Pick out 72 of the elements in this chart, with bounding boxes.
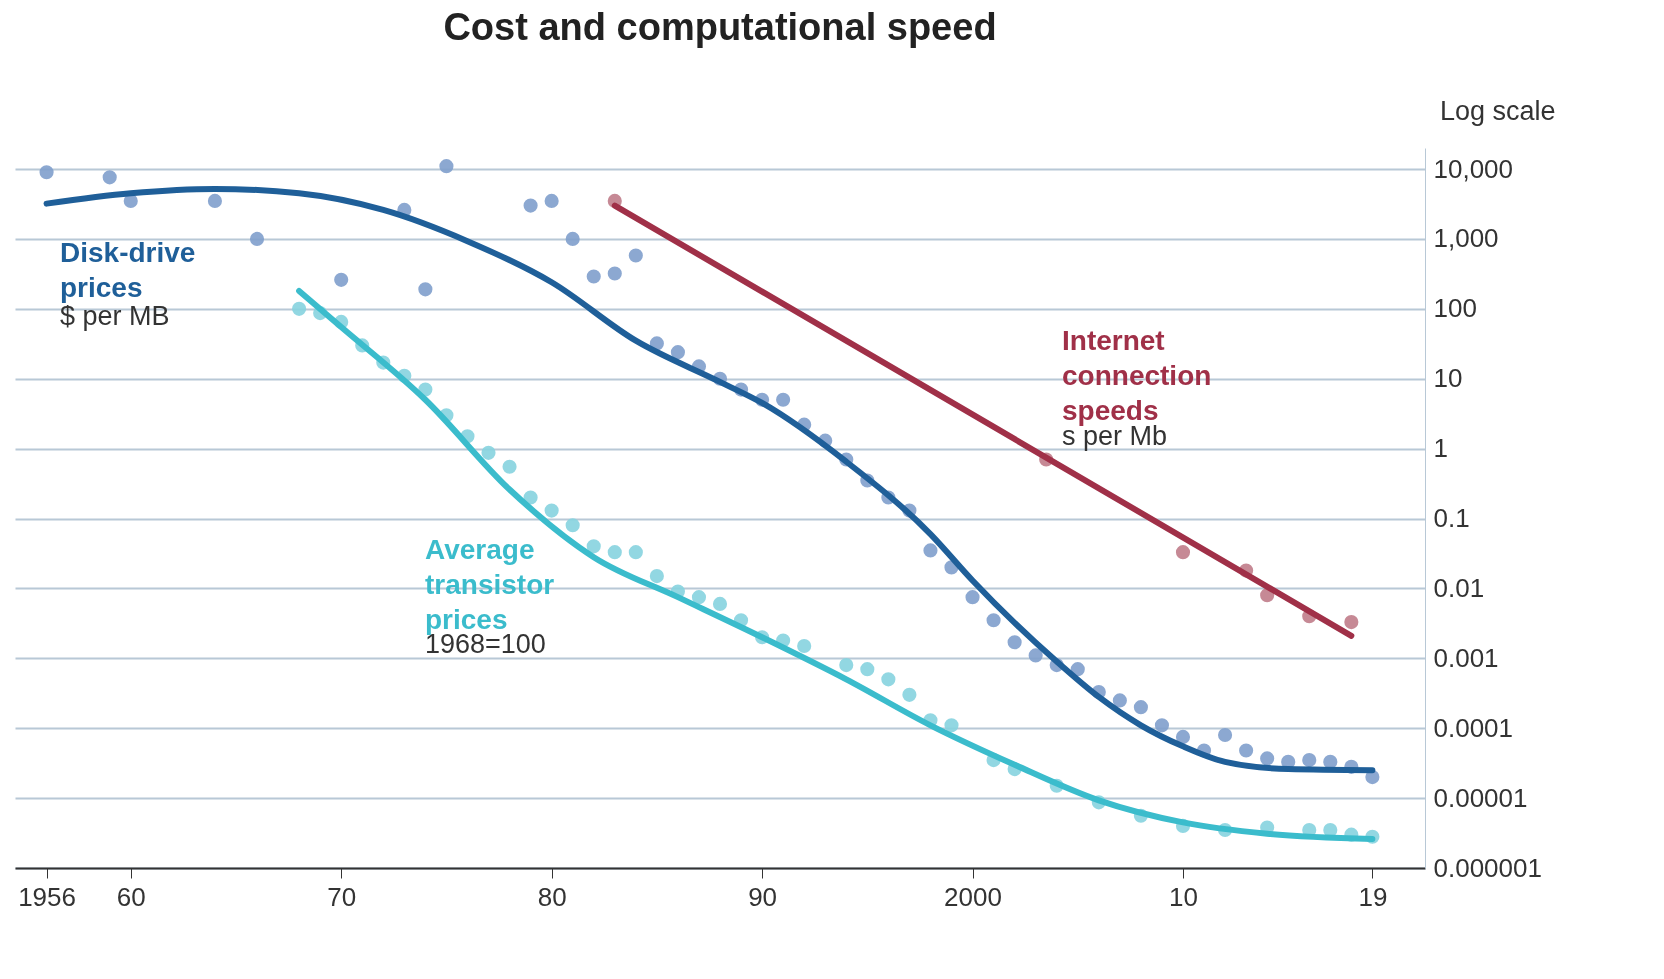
y-tick-label: 0.1: [1433, 503, 1470, 534]
y-tick-label: 10,000: [1433, 153, 1514, 184]
point: [523, 198, 538, 213]
point: [670, 345, 685, 360]
point: [1112, 693, 1127, 708]
point: [607, 545, 622, 560]
point: [944, 718, 959, 733]
point: [544, 193, 559, 208]
point: [902, 687, 917, 702]
point: [1239, 743, 1254, 758]
point: [691, 590, 707, 605]
point: [565, 231, 580, 246]
x-tick-label: 70: [327, 881, 357, 912]
x-tick-label: 60: [116, 881, 146, 912]
point: [586, 539, 601, 554]
point: [102, 170, 117, 185]
point: [1007, 635, 1022, 650]
y-tick-label: 0.0001: [1433, 712, 1514, 743]
point: [965, 590, 980, 605]
chart-title: Cost and computational speed: [443, 6, 997, 48]
point: [586, 269, 601, 284]
y-tick-label: 0.00001: [1433, 782, 1528, 813]
x-tick-label: 2000: [944, 881, 1002, 912]
y-tick-label: 1,000: [1433, 223, 1499, 254]
point: [986, 613, 1001, 628]
point: [1344, 615, 1359, 630]
point: [418, 282, 433, 297]
point: [607, 266, 622, 281]
point: [439, 159, 454, 174]
point: [1154, 718, 1170, 733]
point: [292, 301, 307, 316]
y-tick-label: 0.001: [1433, 642, 1499, 673]
point: [1070, 662, 1085, 677]
point: [923, 543, 938, 558]
point: [1175, 545, 1191, 560]
series-label: Disk-drive prices: [60, 237, 196, 303]
point: [1133, 700, 1148, 715]
x-tick-label: 19: [1358, 881, 1388, 912]
point: [860, 662, 875, 677]
point: [839, 658, 854, 673]
point: [712, 596, 728, 611]
point: [39, 165, 54, 180]
point: [628, 545, 643, 560]
point: [1302, 753, 1317, 768]
point: [649, 569, 664, 584]
point: [881, 672, 896, 687]
x-tick-label: 90: [748, 881, 778, 912]
point: [544, 503, 559, 518]
text: Log scale: [1440, 96, 1556, 126]
point: [776, 392, 791, 407]
point: [502, 459, 517, 474]
y-tick-label: 0.000001: [1433, 852, 1542, 883]
series-label: Average transistor prices: [425, 534, 555, 635]
x-tick-label: 1956: [18, 881, 76, 912]
point: [628, 248, 643, 263]
point: [481, 445, 496, 460]
x-tick-label: 10: [1169, 881, 1198, 912]
point: [797, 638, 812, 654]
y-tick-label: 100: [1433, 293, 1477, 324]
y-tick-label: 0.01: [1433, 572, 1485, 603]
x-tick-label: 80: [537, 881, 567, 912]
y-tick-label: 1: [1433, 433, 1448, 464]
point: [207, 193, 222, 208]
point: [565, 518, 580, 533]
y-tick-label: 10: [1433, 363, 1463, 394]
point: [1218, 727, 1233, 743]
point: [1260, 751, 1275, 766]
point: [1028, 648, 1043, 663]
point: [334, 272, 349, 287]
point: [1175, 729, 1191, 744]
point: [1323, 754, 1338, 769]
point: [249, 231, 265, 246]
